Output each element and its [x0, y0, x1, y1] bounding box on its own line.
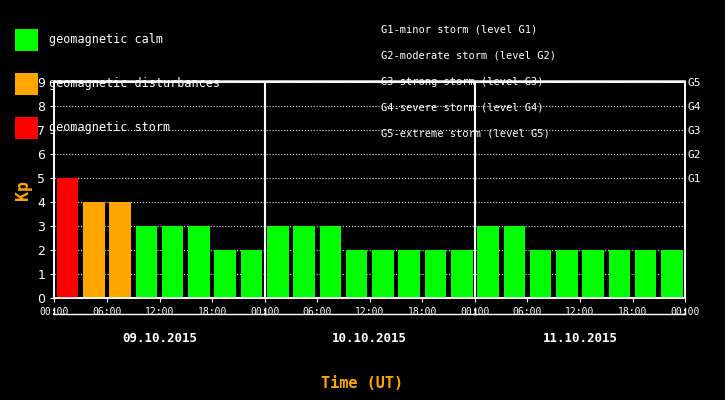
Text: 09.10.2015: 09.10.2015: [122, 332, 197, 344]
Text: 10.10.2015: 10.10.2015: [332, 332, 407, 344]
Bar: [188, 226, 210, 298]
Bar: [320, 226, 341, 298]
Bar: [57, 178, 78, 298]
Bar: [136, 226, 157, 298]
Text: geomagnetic storm: geomagnetic storm: [49, 122, 170, 134]
Bar: [267, 226, 289, 298]
Bar: [530, 250, 551, 298]
Y-axis label: Kp: Kp: [14, 180, 32, 200]
Text: G1-minor storm (level G1): G1-minor storm (level G1): [381, 25, 537, 35]
Bar: [661, 250, 683, 298]
Text: geomagnetic calm: geomagnetic calm: [49, 34, 163, 46]
Bar: [399, 250, 420, 298]
Bar: [451, 250, 473, 298]
Text: 11.10.2015: 11.10.2015: [542, 332, 618, 344]
Bar: [83, 202, 104, 298]
Text: G3-strong storm (level G3): G3-strong storm (level G3): [381, 77, 543, 87]
Bar: [609, 250, 630, 298]
Bar: [556, 250, 578, 298]
Bar: [504, 226, 525, 298]
Bar: [372, 250, 394, 298]
Text: G4-severe storm (level G4): G4-severe storm (level G4): [381, 103, 543, 113]
Bar: [635, 250, 656, 298]
Bar: [346, 250, 368, 298]
Text: G2-moderate storm (level G2): G2-moderate storm (level G2): [381, 51, 555, 61]
Bar: [109, 202, 130, 298]
Bar: [582, 250, 604, 298]
Bar: [215, 250, 236, 298]
Text: Time (UT): Time (UT): [321, 376, 404, 392]
Bar: [425, 250, 446, 298]
Text: G5-extreme storm (level G5): G5-extreme storm (level G5): [381, 129, 550, 139]
Bar: [241, 250, 262, 298]
Bar: [477, 226, 499, 298]
Bar: [294, 226, 315, 298]
Text: geomagnetic disturbances: geomagnetic disturbances: [49, 78, 220, 90]
Bar: [162, 226, 183, 298]
